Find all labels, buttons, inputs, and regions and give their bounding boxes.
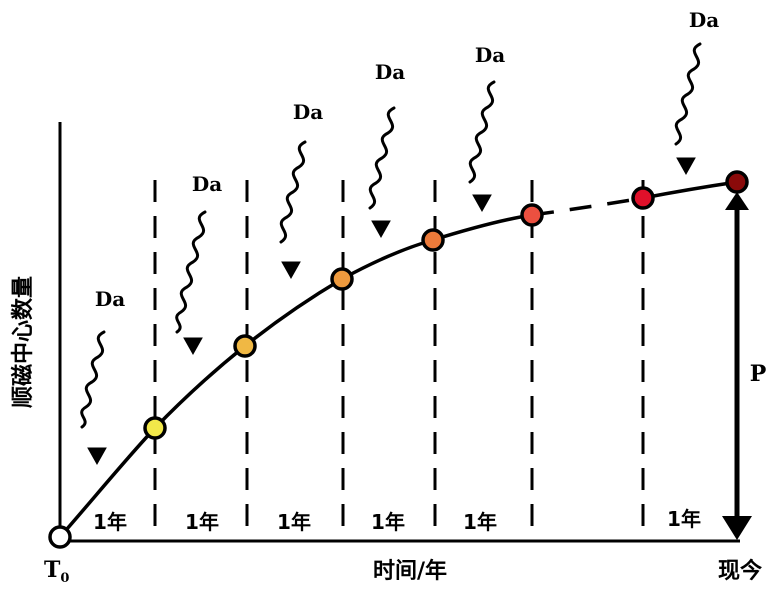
- dose-label: Da: [689, 8, 719, 32]
- p-label: P: [750, 361, 767, 387]
- x-axis-label: 时间/年: [373, 558, 447, 584]
- point-year-1: [143, 416, 167, 440]
- interval-label: 1年: [463, 510, 497, 534]
- dose-label: Da: [475, 43, 505, 67]
- interval-label: 1年: [667, 507, 701, 531]
- point-t0: [48, 525, 72, 549]
- p-arrow-head-up: [725, 192, 749, 210]
- start-label-subscript: 0: [60, 571, 69, 586]
- point-year-4: [421, 228, 445, 252]
- wavy-arrow-3: [279, 140, 307, 244]
- dose-label: Da: [192, 172, 222, 196]
- interval-label: 1年: [93, 510, 127, 534]
- wavy-arrow-5: [468, 80, 496, 184]
- curve-tail: [642, 180, 738, 200]
- dose-label: Da: [95, 287, 125, 311]
- present-label: 现今: [718, 558, 762, 584]
- point-present: [725, 170, 749, 194]
- interval-label: 1年: [185, 510, 219, 534]
- point-year-5: [520, 203, 544, 227]
- point-year-2: [233, 334, 257, 358]
- point-year-3: [330, 267, 354, 291]
- p-double-arrow: [722, 192, 752, 540]
- wavy-arrow-6: [674, 42, 702, 146]
- p-arrow-head-down: [722, 516, 752, 540]
- y-axis-label: 顺磁中心数量: [10, 276, 36, 408]
- wavy-arrow-1: [80, 330, 106, 429]
- year-separators: [153, 180, 645, 541]
- dose-label: Da: [375, 60, 405, 84]
- interval-label: 1年: [371, 510, 405, 534]
- interval-label: 1年: [277, 510, 311, 534]
- points: [48, 170, 749, 549]
- dose-arrows: [80, 42, 702, 466]
- start-label: T0: [44, 557, 69, 586]
- point-year-n: [631, 186, 655, 210]
- wavy-arrow-2: [175, 210, 207, 334]
- wavy-arrow-4: [368, 106, 396, 210]
- dose-label: Da: [293, 100, 323, 124]
- curve-gap-dashed: [531, 196, 644, 217]
